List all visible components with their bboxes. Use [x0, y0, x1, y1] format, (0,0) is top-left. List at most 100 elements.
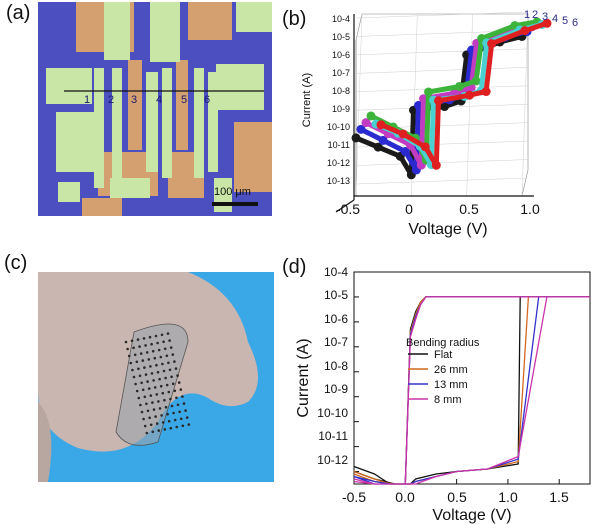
device-dot	[167, 361, 170, 365]
device-dot	[164, 376, 167, 380]
device-dot	[136, 338, 140, 341]
device-dot	[149, 423, 153, 427]
flexible-device-photo	[38, 272, 274, 482]
chart-b-gridline	[466, 13, 473, 197]
device-dot	[170, 375, 173, 379]
chart-b-data-point	[440, 102, 450, 112]
chart-b-xtick-labels: -0.5 0 0.5 1.0	[336, 201, 540, 217]
device-array	[124, 332, 191, 435]
chart-d-xtick-label: 1.0	[498, 489, 518, 505]
panel-label-b: (b)	[282, 8, 307, 30]
electrode-number-3: 3	[131, 94, 137, 106]
device-dot	[148, 416, 151, 420]
chart-b-depth-label: 2	[532, 9, 538, 21]
flexible-device-svg	[38, 272, 274, 482]
chart-d: 10-4 10-5 10-6 10-7 10-8 10-9 10-10 10-1…	[295, 265, 591, 524]
device-dot	[175, 396, 178, 400]
device-dot	[151, 349, 155, 353]
device-dot	[187, 423, 191, 426]
chart-b-gridline	[355, 13, 363, 197]
electrode-numbers: 1 2 3 4 5 6	[84, 94, 210, 106]
chart-b-data-point	[376, 120, 386, 130]
device-dot	[124, 340, 128, 344]
device-dot	[139, 403, 142, 407]
device-dot	[166, 332, 170, 335]
device-dot	[182, 402, 186, 405]
device-dot	[135, 389, 139, 393]
device-dot	[171, 353, 175, 356]
device-dot	[132, 346, 135, 350]
chart-b-ytick-label: 10-11	[328, 140, 350, 150]
device-dot	[154, 334, 158, 338]
device-dot	[169, 426, 173, 430]
chart-d-legend-label: 13 mm	[434, 379, 468, 391]
chart-b-series-line	[378, 20, 550, 168]
device-dot	[169, 397, 172, 401]
device-dot	[168, 368, 172, 372]
device-dot	[133, 353, 137, 357]
device-dot	[139, 352, 143, 355]
panel-label-d: (d)	[282, 256, 307, 278]
device-dot	[184, 409, 187, 412]
chart-b-axes	[335, 14, 534, 213]
chart-b-data-point	[356, 124, 366, 134]
scale-bar	[212, 202, 258, 206]
device-dot	[162, 340, 165, 344]
device-dot	[155, 393, 159, 396]
chart-d-ytick-label: 10-9	[324, 382, 348, 396]
chart-b: 10-4 10-5 10-6 10-7 10-8 10-9 10-10 10-1…	[301, 9, 578, 238]
device-dot	[157, 400, 160, 403]
device-dot	[143, 395, 147, 399]
device-dot	[167, 419, 171, 423]
device-dot	[145, 402, 148, 406]
device-dot	[147, 387, 151, 390]
device-dot	[176, 374, 179, 377]
chart-b-data-point	[471, 76, 481, 86]
chart-d-ytick-label: 10-10	[317, 406, 348, 420]
chart-b-data-point	[361, 118, 371, 128]
device-dot	[161, 362, 164, 366]
device-dot	[173, 418, 177, 422]
chart-b-data-point	[398, 129, 408, 139]
chart-b-series-group	[351, 17, 552, 180]
chart-b-ytick-label: 10-5	[332, 32, 350, 42]
chart-d-xtick-label: 1.5	[549, 489, 569, 505]
chart-d-xtick-label: 0.5	[447, 489, 467, 505]
device-dot	[166, 412, 169, 416]
chart-d-ytick-label: 10-7	[324, 335, 348, 349]
chart-b-grid	[355, 11, 529, 197]
device-dot	[153, 386, 157, 389]
device-dot	[159, 355, 163, 359]
chart-b-ytick-label: 10-9	[332, 104, 350, 114]
device-dot	[173, 389, 177, 393]
device-dot	[141, 359, 145, 362]
chart-d-series-line	[353, 296, 590, 485]
device-dot	[144, 373, 148, 376]
device-dot	[156, 370, 160, 374]
chart-b-ylabel: Current (A)	[301, 73, 313, 127]
device-dot	[138, 345, 141, 348]
chart-d-plot-frame	[353, 271, 591, 485]
device-dot	[147, 358, 151, 361]
device-dot	[134, 382, 137, 386]
chart-b-xtick-label: 1.0	[520, 201, 540, 217]
device-dot	[126, 347, 129, 351]
device-dot	[181, 424, 185, 428]
device-dot	[164, 405, 168, 409]
chart-b-depth-label: 6	[572, 17, 578, 29]
chart-b-gridline	[355, 11, 529, 19]
film-electrodes	[46, 2, 272, 212]
chart-d-legend-label: 8 mm	[434, 394, 462, 406]
device-dot	[155, 363, 158, 367]
device-dot	[131, 368, 134, 372]
device-dot	[160, 333, 164, 337]
chart-d-legend-label: 26 mm	[434, 364, 468, 376]
device-dot	[151, 430, 155, 434]
chart-b-gridline	[355, 67, 529, 74]
device-dot	[172, 411, 175, 415]
device-dot	[161, 421, 165, 424]
chart-b-gridline	[355, 140, 529, 148]
device-dot	[185, 416, 189, 419]
device-dot	[142, 337, 146, 340]
device-dot	[155, 422, 159, 425]
